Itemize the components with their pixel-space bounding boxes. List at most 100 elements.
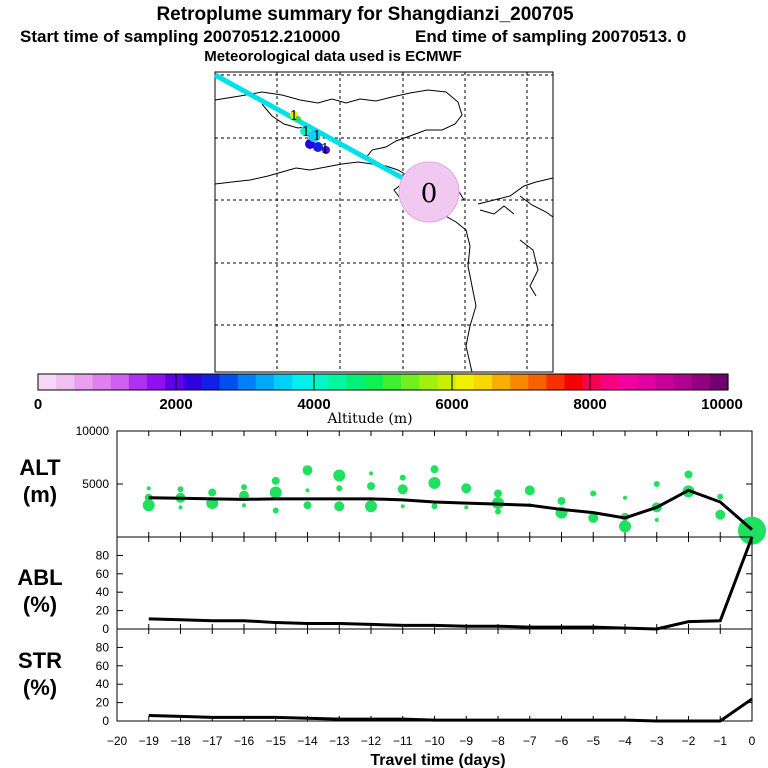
abl-y-tick-label: 0	[102, 622, 109, 636]
met-data-text: Meteorological data used is ECMWF	[204, 48, 462, 65]
altitude-cluster-point	[142, 499, 155, 512]
str-y-tick-label: 80	[96, 640, 110, 654]
colorbar-segment	[255, 374, 275, 390]
alt-y-tick-label: 5000	[82, 477, 109, 491]
x-tick-label: −13	[329, 734, 350, 748]
colorbar-segment	[546, 374, 566, 390]
altitude-cluster-point	[494, 489, 502, 498]
colorbar-segment	[292, 374, 311, 390]
plume-day-label: 1	[290, 109, 298, 124]
altitude-cluster-point	[653, 481, 660, 487]
plume-cluster	[313, 142, 323, 152]
colorbar-tick-label: 2000	[159, 396, 192, 413]
altitude-cluster-point	[461, 483, 472, 494]
str-panel: 0 20 40 60 80	[96, 628, 753, 728]
colorbar-segment	[201, 374, 221, 390]
x-tick-label: −16	[234, 734, 255, 748]
altitude-colorbar	[38, 374, 729, 390]
colorbar-segment	[673, 374, 693, 390]
colorbar-segment	[146, 374, 166, 390]
colorbar-segment	[346, 374, 366, 390]
altitude-cluster-point	[177, 486, 184, 493]
x-tick-label: −5	[586, 734, 600, 748]
str-panel-unit: (%)	[23, 675, 57, 700]
colorbar-segment	[491, 374, 511, 390]
altitude-cluster-point	[590, 490, 597, 497]
colorbar-segment	[528, 374, 548, 390]
abl-panel-frame	[116, 536, 753, 630]
x-tick-label: −11	[393, 734, 413, 748]
colorbar-segment	[74, 374, 94, 390]
colorbar-segment	[437, 374, 457, 390]
altitude-cluster-point	[524, 485, 535, 496]
str-y-tick-label: 60	[96, 659, 110, 673]
colorbar-segment	[328, 374, 348, 390]
altitude-cluster-point	[334, 501, 345, 512]
start-time-text: Start time of sampling 20070512.210000	[20, 27, 340, 46]
colorbar-segment	[110, 374, 130, 390]
plume-cluster	[295, 116, 301, 122]
alt-panel-unit: (m)	[23, 482, 57, 507]
x-axis-tick-labels: −20 −19 −18 −17 −16 −15 −14 −13 −12 −11 −10 −9 −8 −7−…	[107, 734, 756, 748]
altitude-cluster-point	[717, 493, 724, 500]
x-tick-label: −4	[618, 734, 632, 748]
abl-panel-title: ABL	[17, 565, 62, 590]
end-time-text: End time of sampling 20070513. 0	[415, 27, 686, 46]
x-tick-label: −8	[491, 734, 505, 748]
alt-panel-title: ALT	[19, 455, 61, 480]
altitude-cluster-point	[715, 509, 726, 520]
colorbar-segment	[128, 374, 148, 390]
plume-cluster	[322, 146, 330, 154]
altitude-cluster-point	[367, 482, 375, 491]
colorbar-segment	[401, 374, 420, 390]
x-tick-label: −15	[266, 734, 287, 748]
altitude-cluster-point	[684, 470, 693, 479]
altitude-cluster-point	[495, 508, 501, 515]
altitude-cluster-point	[400, 504, 405, 509]
colorbar-segment	[274, 374, 293, 390]
plume-day-label: 1	[313, 129, 321, 144]
altitude-cluster-point	[241, 484, 247, 491]
str-panel-title: STR	[18, 648, 62, 673]
altitude-cluster-point	[464, 505, 469, 510]
abl-y-tick-label: 80	[96, 548, 110, 562]
time-series-panels: 5000 10000 0 20 40 60 80 0 20 40 60 80	[76, 424, 766, 728]
abl-panel-unit: (%)	[23, 592, 57, 617]
plume-day-label: 1	[302, 125, 310, 140]
colorbar-tick-label: 4000	[297, 396, 330, 413]
x-tick-label: −6	[555, 734, 569, 748]
x-tick-label: −18	[170, 734, 191, 748]
alt-y-tick-label: 10000	[76, 424, 110, 438]
altitude-cluster-point	[431, 503, 438, 510]
colorbar-segment	[310, 374, 330, 390]
altitude-cluster-point	[430, 465, 439, 474]
altitude-cluster-point	[272, 507, 279, 514]
altitude-cluster-point	[623, 495, 627, 500]
x-tick-label: −9	[459, 734, 473, 748]
x-tick-label: −1	[713, 734, 727, 748]
x-tick-label: −19	[139, 734, 160, 748]
release-marker-label: 0	[421, 179, 438, 209]
colorbar-segment	[237, 374, 257, 390]
colorbar-segment	[455, 374, 475, 390]
altitude-cluster-point	[654, 518, 659, 523]
colorbar-tick-labels: 0 2000 4000 6000 8000 10000	[34, 396, 743, 413]
figure-title: Retroplume summary for Shangdianzi_20070…	[156, 4, 574, 25]
plume-cluster	[300, 126, 310, 136]
altitude-cluster-point	[242, 503, 246, 508]
x-tick-label: 0	[749, 734, 756, 748]
x-tick-label: −2	[682, 734, 696, 748]
x-tick-label: −20	[107, 734, 128, 748]
colorbar-tick-label: 6000	[435, 396, 468, 413]
altitude-cluster-point	[588, 512, 599, 523]
str-y-tick-label: 40	[96, 677, 110, 691]
colorbar-segment	[510, 374, 529, 390]
altitude-cluster-point	[399, 474, 406, 481]
altitude-cluster-point	[302, 465, 313, 476]
map-gridlines	[215, 72, 553, 372]
abl-fraction-line	[148, 536, 754, 631]
plume-cluster	[308, 130, 320, 142]
map-frame	[214, 71, 554, 373]
altitude-cluster-point	[397, 484, 408, 495]
